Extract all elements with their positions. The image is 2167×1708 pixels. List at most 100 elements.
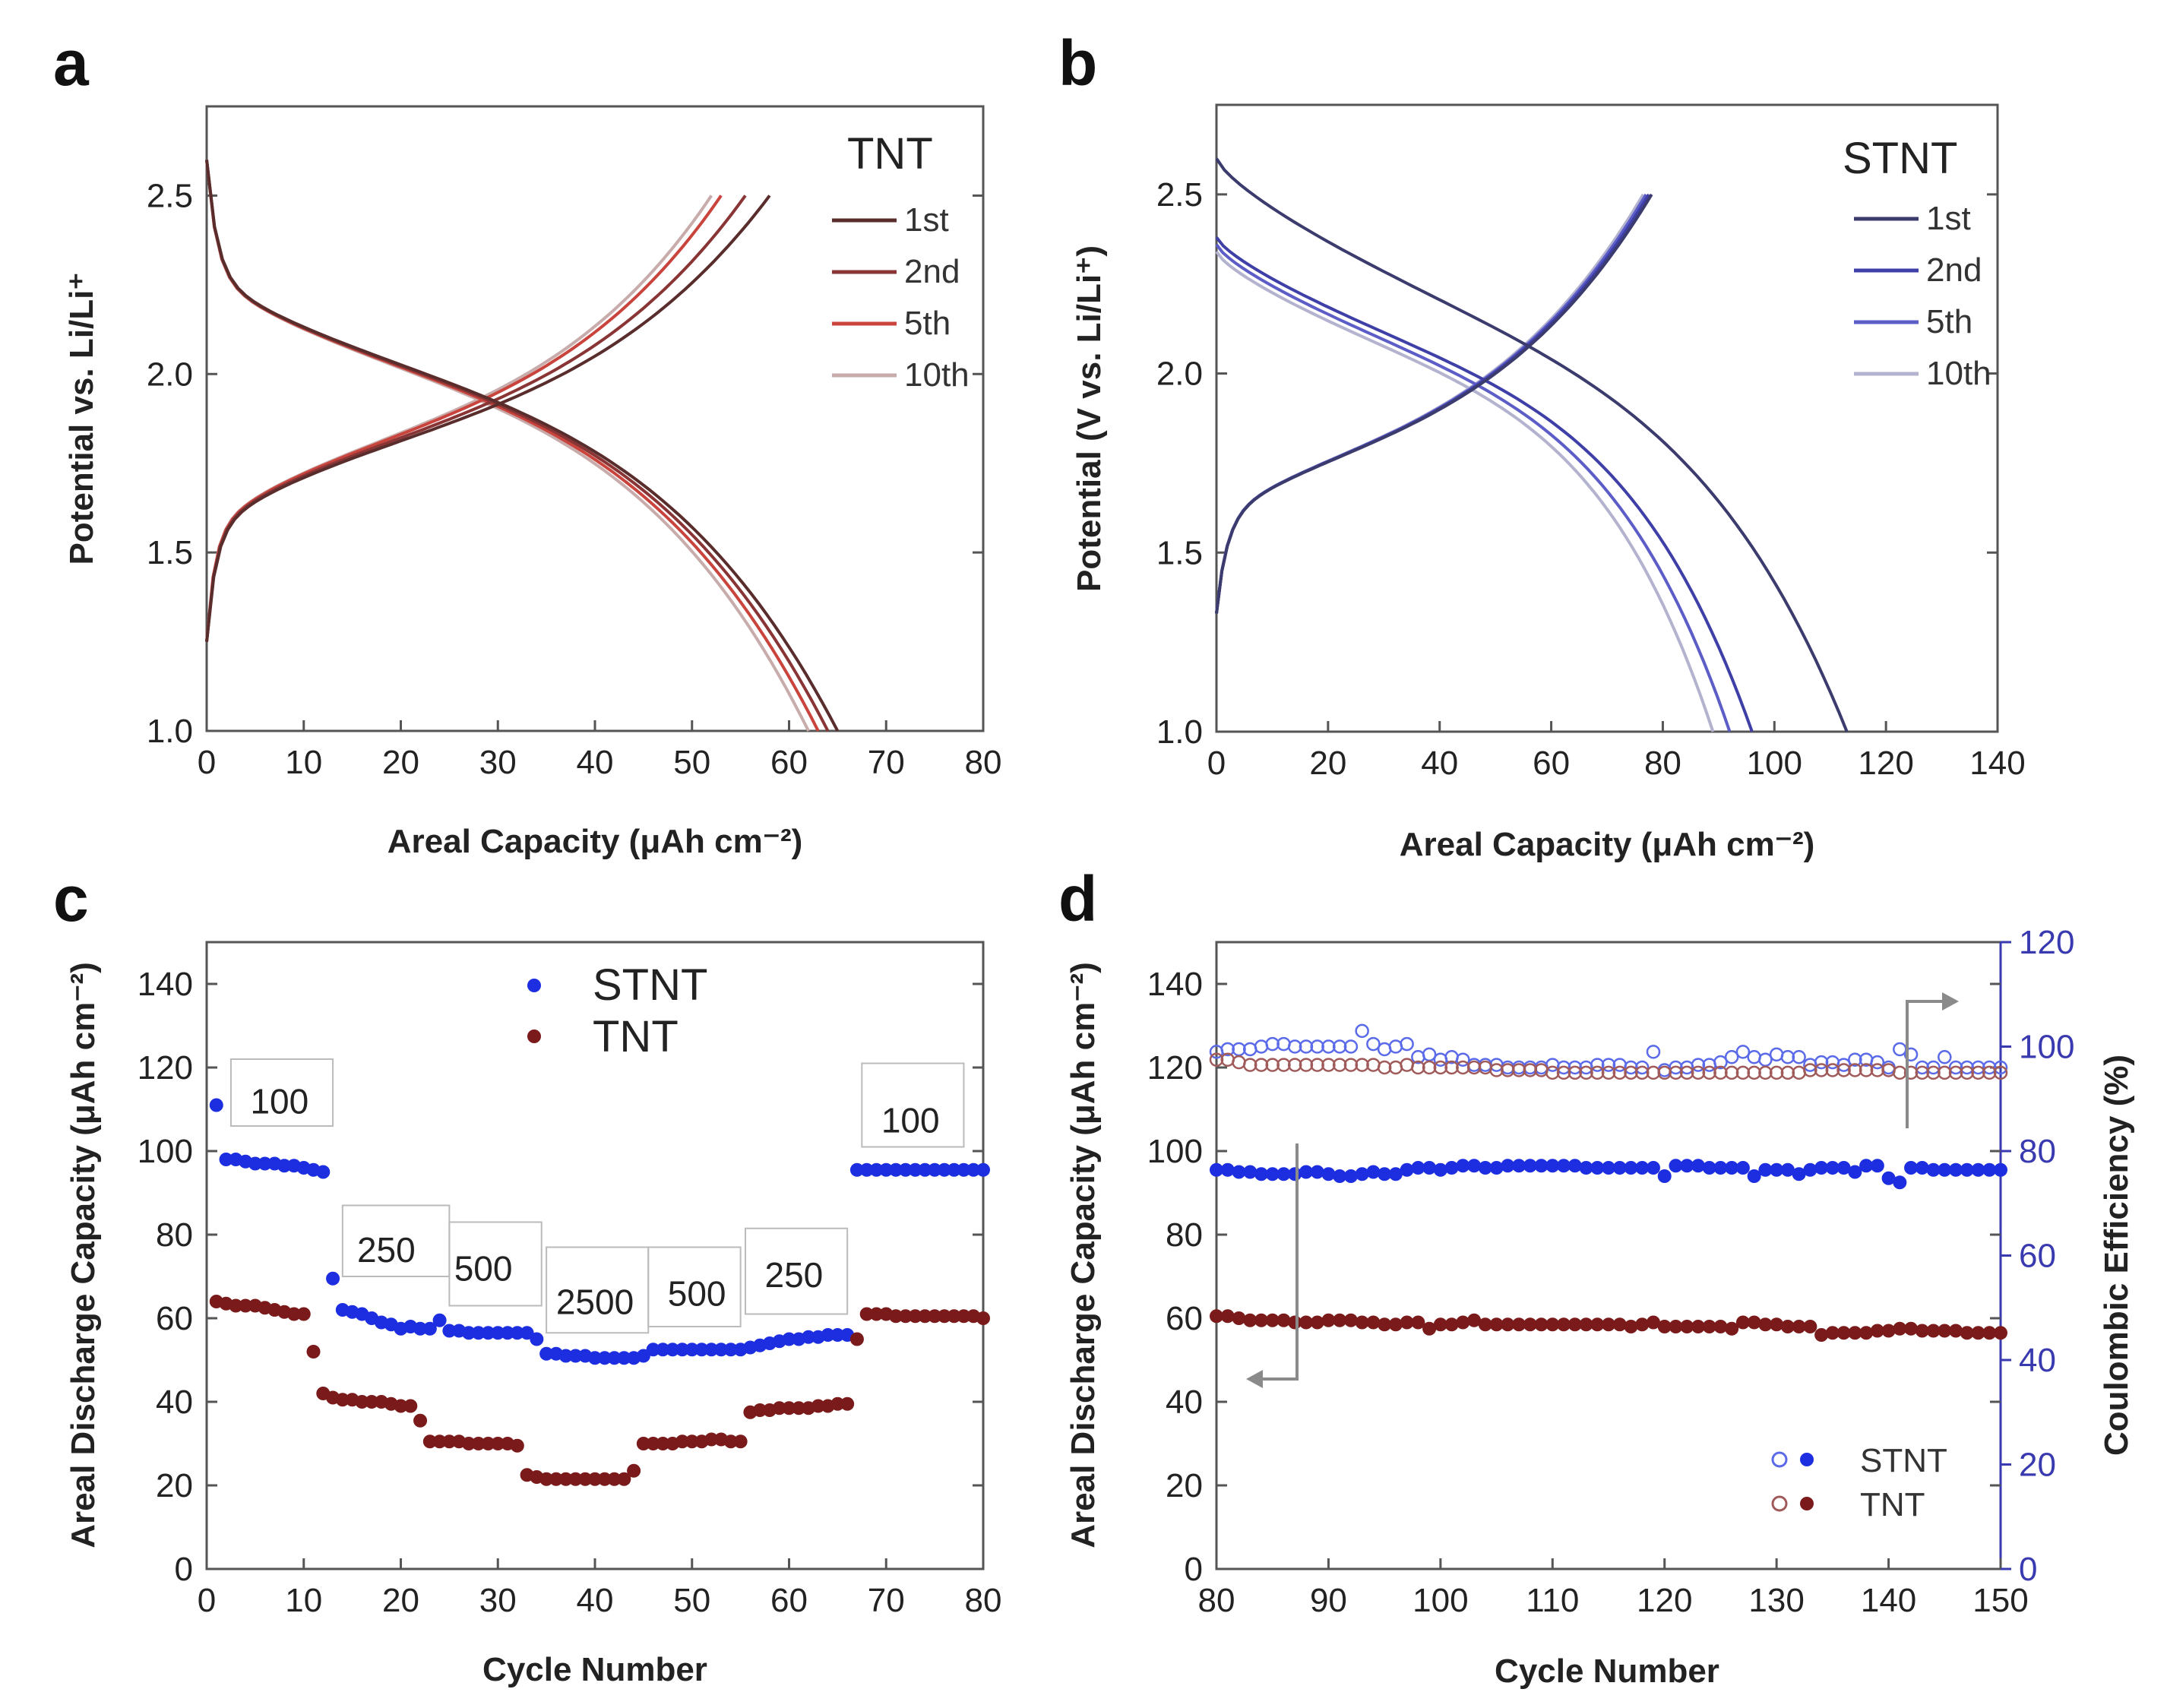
panel-a-x-ticks: 0 10 20 30 40 50 60 70 80 xyxy=(198,720,1001,781)
data-point-stnt xyxy=(597,1351,612,1365)
charge-curve-2nd xyxy=(205,195,747,642)
data-point-tnt xyxy=(627,1463,641,1478)
data-point-filled xyxy=(1747,1169,1761,1183)
data-point-stnt xyxy=(258,1156,272,1171)
data-point-filled xyxy=(1870,1324,1884,1338)
panel-a-curves xyxy=(205,160,840,732)
data-point-open xyxy=(1993,1065,2008,1080)
data-point-open xyxy=(1366,1036,1381,1052)
data-point-filled xyxy=(1444,1161,1459,1175)
data-point-open xyxy=(1310,1039,1324,1054)
data-point-filled xyxy=(1803,1162,1817,1177)
data-point-open xyxy=(1870,1055,1885,1070)
data-point-filled xyxy=(1444,1317,1459,1332)
panel-c: c 100 250 500 2500 500 250 100 0 10 20 30 40 50 60 70… xyxy=(53,863,1001,1688)
discharge-curve-10th xyxy=(205,160,810,732)
data-point-stnt xyxy=(879,1162,894,1177)
x-tick-label: 90 xyxy=(1310,1582,1347,1619)
panel-a-y-ticks: 1.0 1.5 2.0 2.5 xyxy=(147,177,983,750)
data-point-filled xyxy=(1333,1313,1347,1327)
data-point-filled xyxy=(1489,1161,1504,1175)
y-tick-label: 60 xyxy=(1166,1300,1203,1337)
data-point-open xyxy=(1814,1055,1829,1070)
data-point-filled xyxy=(1758,1317,1773,1332)
data-point-filled xyxy=(1276,1313,1291,1327)
rate-box xyxy=(647,1246,742,1327)
data-point-filled xyxy=(1388,1167,1403,1181)
data-point-stnt xyxy=(723,1343,738,1357)
data-point-filled xyxy=(1915,1161,1929,1175)
data-point-open xyxy=(1982,1065,1997,1080)
data-point-filled xyxy=(1467,1159,1482,1173)
data-point-filled xyxy=(1780,1320,1795,1333)
data-point-stnt xyxy=(471,1326,486,1340)
data-point-filled xyxy=(1646,1315,1660,1330)
data-point-filled xyxy=(1478,1161,1492,1175)
panel-d-y2-label: Coulombic Efficiency (%) xyxy=(2098,1055,2135,1456)
data-point-tnt xyxy=(636,1437,650,1450)
panel-a-label: a xyxy=(53,27,90,99)
data-point-filled xyxy=(1859,1159,1874,1173)
data-point-stnt xyxy=(501,1326,515,1340)
data-point-stnt xyxy=(869,1162,884,1177)
data-point-open xyxy=(1299,1039,1314,1054)
data-point-stnt xyxy=(666,1343,680,1357)
panel-b-curves xyxy=(1215,157,1849,732)
data-point-tnt xyxy=(772,1401,786,1415)
data-point-tnt xyxy=(908,1309,922,1324)
data-point-filled xyxy=(1624,1161,1638,1175)
panel-c-x-label: Cycle Number xyxy=(482,1651,707,1688)
x-tick-label: 30 xyxy=(479,744,517,781)
data-point-filled xyxy=(1254,1167,1268,1181)
data-point-tnt xyxy=(588,1472,602,1486)
data-point-filled xyxy=(1994,1326,2007,1340)
panel-b-x-ticks: 0 20 40 60 80 100 120 140 xyxy=(1207,721,2026,782)
data-point-filled xyxy=(1501,1317,1515,1332)
data-point-open xyxy=(1735,1065,1751,1080)
y-tick-label: 1.0 xyxy=(1156,713,1203,751)
x-tick-label: 150 xyxy=(1972,1582,2028,1619)
data-point-open xyxy=(1971,1065,1985,1080)
data-point-open xyxy=(1836,1058,1851,1072)
data-point-stnt xyxy=(675,1343,689,1357)
data-point-filled xyxy=(1893,1175,1907,1190)
data-point-open xyxy=(1254,1058,1269,1072)
data-point-tnt xyxy=(733,1434,748,1449)
data-point-filled xyxy=(1210,1162,1223,1177)
data-point-stnt xyxy=(937,1162,951,1177)
data-point-open xyxy=(1903,1065,1919,1080)
data-point-stnt xyxy=(694,1343,709,1357)
x-tick-label: 120 xyxy=(1858,745,1913,782)
data-point-filled xyxy=(1579,1161,1593,1175)
data-point-filled xyxy=(1310,1315,1324,1330)
y-tick-label: 2.0 xyxy=(1156,356,1203,393)
data-point-filled xyxy=(1669,1320,1683,1333)
data-point-filled xyxy=(1321,1167,1336,1181)
x-tick-label: 20 xyxy=(382,744,419,781)
data-point-tnt xyxy=(422,1434,437,1449)
panel-d-arrows xyxy=(1246,992,1959,1388)
y2-tick-label: 60 xyxy=(2019,1238,2056,1275)
data-point-open xyxy=(1601,1065,1616,1080)
data-point-open xyxy=(1523,1063,1538,1077)
data-point-filled xyxy=(1467,1313,1482,1327)
data-point-tnt xyxy=(471,1437,486,1450)
data-point-stnt xyxy=(520,1326,534,1340)
panel-b-frame xyxy=(1215,103,1999,733)
data-point-stnt xyxy=(976,1162,990,1177)
y-tick-label: 80 xyxy=(1166,1216,1203,1254)
data-point-open xyxy=(1556,1065,1571,1080)
data-point-tnt xyxy=(403,1399,418,1413)
data-point-open xyxy=(1903,1047,1919,1062)
panel-a-frame xyxy=(205,105,985,732)
data-point-filled xyxy=(1456,1315,1470,1330)
discharge-curve-5th xyxy=(205,160,820,732)
data-point-filled xyxy=(1680,1159,1694,1173)
data-point-stnt xyxy=(849,1162,864,1177)
y-tick-label: 40 xyxy=(1166,1384,1203,1421)
data-point-filled xyxy=(1870,1159,1884,1173)
data-point-filled xyxy=(1915,1324,1929,1338)
data-point-open xyxy=(1310,1058,1324,1072)
data-point-stnt xyxy=(219,1153,233,1166)
data-point-filled xyxy=(1994,1162,2007,1177)
